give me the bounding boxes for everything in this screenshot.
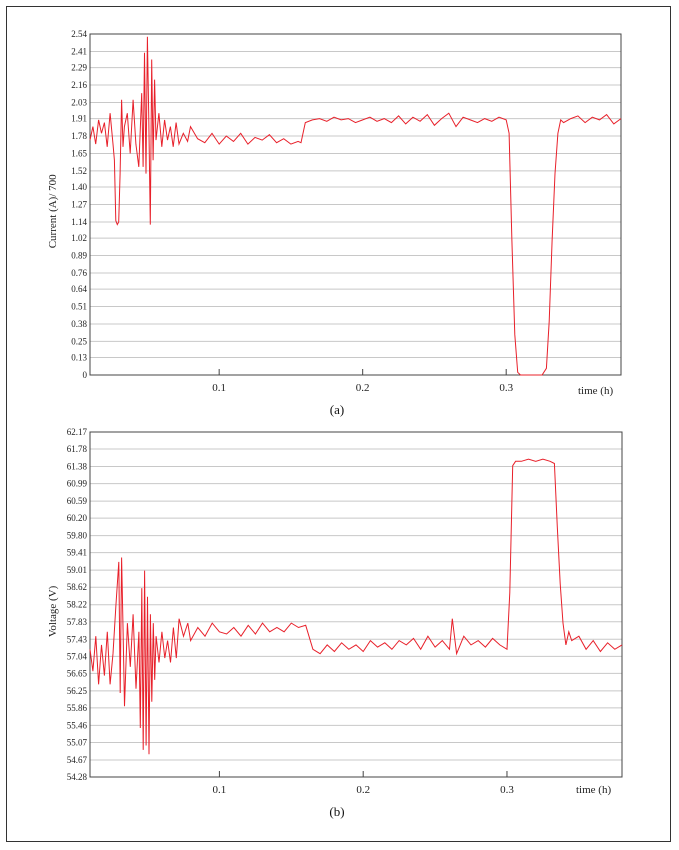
a-y-tick-label: 2.16 (71, 80, 87, 90)
chart-a-y-axis-label: Current (A)/ 700 (47, 174, 59, 248)
a-y-tick-label: 1.02 (71, 233, 87, 243)
chart-b-plot-area (89, 431, 623, 778)
a-y-tick-label: 1.52 (71, 166, 87, 176)
b-x-tick-label: 0.3 (500, 784, 514, 796)
b-y-tick-label: 59.01 (67, 565, 87, 575)
chart-a-plot-area (89, 33, 622, 376)
chart-b-x-axis-label: time (h) (576, 784, 611, 796)
chart-voltage: 54.28 54.67 55.07 55.46 55.86 56.25 56.65 57.04… (47, 427, 623, 819)
b-y-tick-label: 60.59 (67, 496, 88, 506)
b-y-tick-label: 57.04 (67, 651, 88, 661)
chart-a-y-ticks: 0 0.13 0.25 0.38 0.51 0.64 0.76 0.89 1.02 1.14 1.2… (71, 29, 87, 380)
chart-b-y-ticks: 54.28 54.67 55.07 55.46 55.86 56.25 56.65 57.04… (67, 427, 88, 782)
b-y-tick-label: 54.67 (67, 755, 88, 765)
chart-b-y-axis-label: Voltage (V) (47, 585, 59, 637)
b-y-tick-label: 59.41 (67, 548, 87, 558)
a-y-tick-label: 1.40 (71, 182, 87, 192)
chart-b-voltage-series-line (89, 458, 623, 755)
b-y-tick-label: 54.28 (67, 772, 88, 782)
a-y-tick-label: 0.51 (71, 302, 87, 312)
chart-a-x-ticks: 0.1 0.2 0.3 (212, 369, 514, 394)
chart-a-caption: (a) (330, 402, 344, 417)
a-y-tick-label: 0.13 (71, 353, 87, 363)
a-y-tick-label: 0.76 (71, 268, 87, 278)
chart-current: 0 0.13 0.25 0.38 0.51 0.64 0.76 0.89 1.02 1.14 1.2… (47, 29, 622, 417)
b-y-tick-label: 59.80 (67, 531, 88, 541)
b-y-tick-label: 56.25 (67, 686, 88, 696)
a-y-tick-label: 1.91 (71, 114, 87, 124)
b-y-tick-label: 61.38 (67, 462, 88, 472)
b-y-tick-label: 56.65 (67, 668, 88, 678)
a-y-tick-label: 2.54 (71, 29, 87, 39)
a-y-tick-label: 2.03 (71, 97, 87, 107)
a-x-tick-label: 0.1 (212, 382, 226, 394)
a-y-tick-label: 0.25 (71, 336, 87, 346)
a-y-tick-label: 1.14 (71, 217, 87, 227)
b-y-tick-label: 55.86 (67, 703, 88, 713)
a-x-tick-label: 0.3 (499, 382, 513, 394)
chart-b-gridlines (90, 431, 622, 778)
b-x-tick-label: 0.2 (356, 784, 370, 796)
b-y-tick-label: 62.17 (67, 427, 88, 437)
a-y-tick-label: 0.89 (71, 251, 87, 261)
a-y-tick-label: 2.41 (71, 46, 87, 56)
b-y-tick-label: 61.78 (67, 444, 88, 454)
b-y-tick-label: 60.20 (67, 513, 88, 523)
a-y-tick-label: 2.29 (71, 63, 87, 73)
a-y-tick-label: 1.27 (71, 200, 87, 210)
b-y-tick-label: 57.83 (67, 617, 88, 627)
a-y-tick-label: 1.65 (71, 148, 87, 158)
b-y-tick-label: 57.43 (67, 634, 88, 644)
b-x-tick-label: 0.1 (213, 784, 227, 796)
b-y-tick-label: 60.99 (67, 479, 88, 489)
b-y-tick-label: 58.62 (67, 582, 87, 592)
a-y-tick-label: 0 (83, 370, 88, 380)
a-y-tick-label: 0.64 (71, 284, 87, 294)
chart-a-x-axis-label: time (h) (578, 385, 613, 397)
chart-b-x-ticks: 0.1 0.2 0.3 (213, 771, 514, 796)
a-x-tick-label: 0.2 (356, 382, 370, 394)
b-y-tick-label: 55.07 (67, 737, 88, 747)
b-y-tick-label: 58.22 (67, 600, 87, 610)
figure-frame (6, 6, 671, 842)
chart-b-caption: (b) (329, 804, 344, 819)
chart-a-current-series-line (89, 36, 622, 376)
b-y-tick-label: 55.46 (67, 720, 88, 730)
a-y-tick-label: 1.78 (71, 131, 87, 141)
a-y-tick-label: 0.38 (71, 319, 87, 329)
chart-a-gridlines (90, 33, 621, 376)
